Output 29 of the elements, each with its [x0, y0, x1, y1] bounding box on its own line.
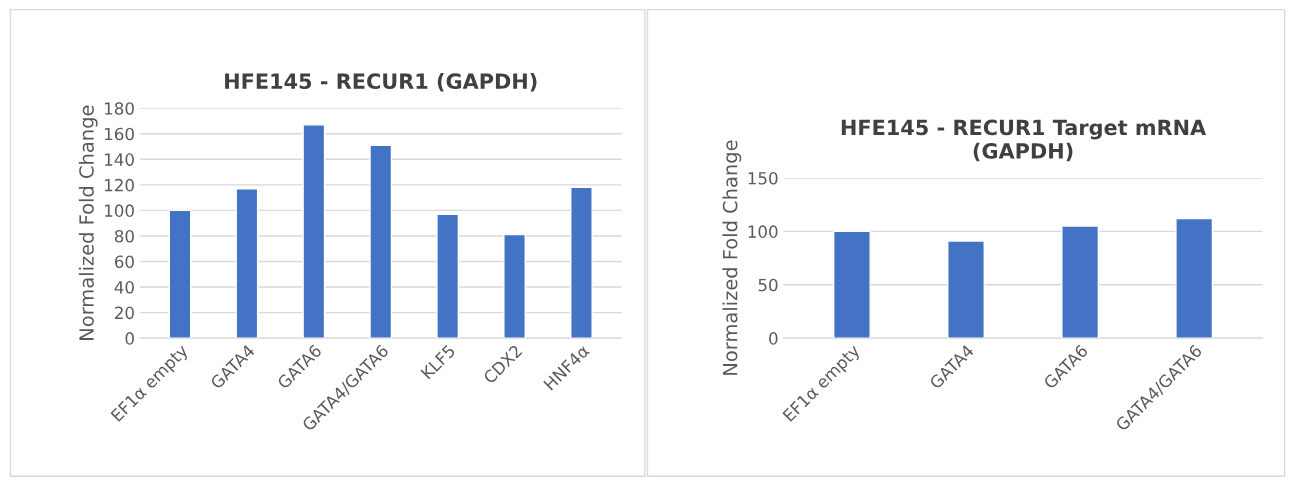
- bar: [302, 124, 326, 339]
- y-tick-label: 160: [105, 127, 134, 141]
- y-tick-label: 50: [758, 278, 778, 292]
- bar: [235, 188, 259, 339]
- y-tick-label: 40: [114, 281, 134, 294]
- bar: [369, 144, 393, 339]
- y-tick-label: 60: [114, 255, 134, 269]
- y-tick-label: 100: [105, 204, 134, 217]
- bar: [947, 240, 985, 339]
- y-tick-label: 0: [769, 332, 778, 345]
- y-tick-label: 140: [105, 153, 134, 166]
- y-tick-label: 100: [748, 225, 778, 238]
- bar: [503, 233, 526, 339]
- bar: [168, 209, 192, 339]
- y-tick-label: 120: [105, 178, 134, 192]
- y-tick-label: 20: [115, 306, 134, 320]
- chart-title: HFE145 - RECUR1 (GAPDH): [225, 72, 537, 92]
- y-tick-label: 150: [748, 171, 778, 185]
- chart-title: HFE145 - RECUR1 Target mRNA (GAPDH): [841, 119, 1207, 162]
- y-axis-title: Normalized Fold Change: [78, 105, 98, 340]
- bar: [436, 213, 460, 339]
- y-tick-label: 0: [125, 332, 134, 345]
- bar: [1061, 225, 1100, 339]
- y-axis-title: Normalized Fold Change: [722, 140, 742, 375]
- y-tick-label: 180: [105, 102, 134, 115]
- bar: [832, 230, 871, 339]
- bar: [1175, 217, 1214, 339]
- y-tick-label: 80: [114, 229, 134, 243]
- bar: [570, 186, 593, 339]
